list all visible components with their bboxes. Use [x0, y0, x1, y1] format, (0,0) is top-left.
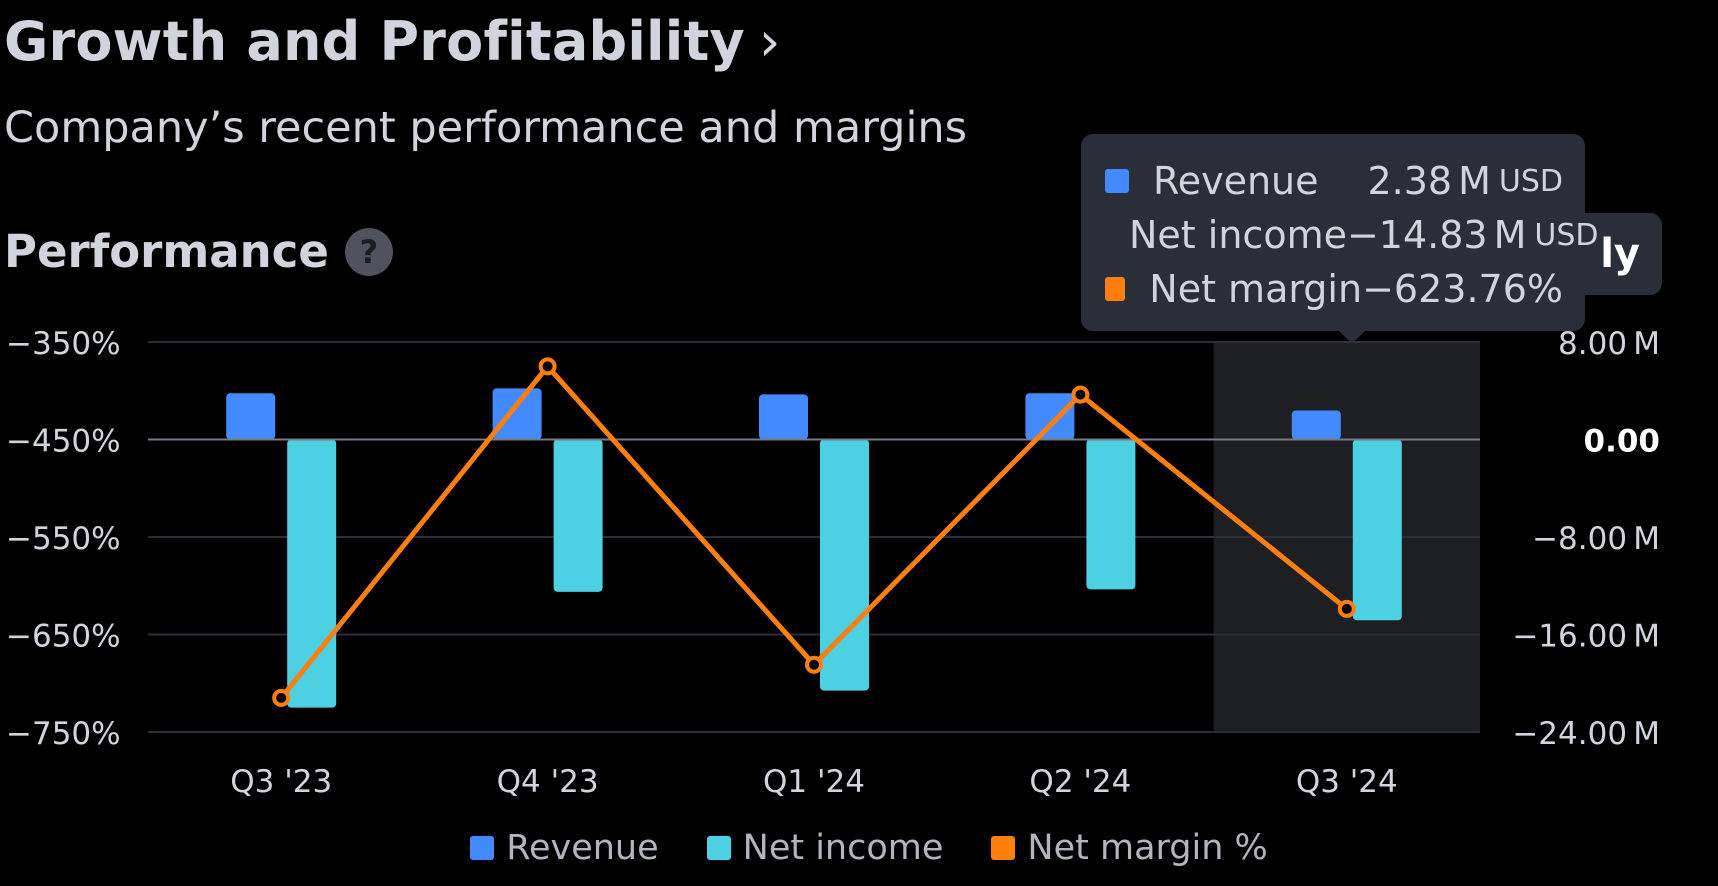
left-tick-label: −350% — [6, 326, 121, 362]
net-margin-swatch — [1105, 277, 1126, 301]
chart-legend: Revenue Net income Net margin % — [0, 828, 1718, 868]
tooltip-value: −623.76% — [1362, 267, 1563, 311]
x-tick-label: Q1 '24 — [763, 764, 865, 800]
net-income-swatch — [706, 836, 731, 860]
legend-item-net-income[interactable]: Net income — [706, 828, 944, 868]
right-tick-label: −8.00 M — [1532, 521, 1660, 557]
section-header: Performance ? — [4, 225, 393, 278]
net-margin-point — [1337, 599, 1356, 618]
chevron-right-icon: › — [758, 10, 781, 73]
net-margin-swatch — [991, 836, 1016, 860]
revenue-swatch — [470, 836, 495, 860]
revenue-swatch — [1105, 169, 1129, 193]
tooltip-value: 2.38 — [1367, 159, 1453, 203]
right-tick-label: 8.00 M — [1558, 326, 1660, 362]
help-icon[interactable]: ? — [344, 227, 393, 276]
net-income-bar — [1352, 439, 1402, 621]
legend-label: Net income — [742, 828, 944, 868]
title-link[interactable]: Growth and Profitability › — [4, 10, 781, 73]
x-tick-label: Q3 '23 — [230, 764, 332, 800]
tooltip-row-net-margin: Net margin −623.76% — [1105, 262, 1563, 316]
chart-tooltip: Revenue 2.38 M USD Net income −14.83 M U… — [1081, 134, 1599, 344]
net-income-bar — [287, 439, 337, 708]
page-title: Growth and Profitability — [4, 10, 745, 73]
right-tick-label: −24.00 M — [1512, 716, 1660, 752]
revenue-bar — [1291, 410, 1341, 440]
legend-label: Net margin % — [1027, 828, 1268, 868]
revenue-bar — [492, 388, 542, 440]
left-tick-label: −550% — [6, 521, 121, 557]
x-tick-label: Q2 '24 — [1029, 764, 1131, 800]
tooltip-label: Net income — [1129, 213, 1347, 257]
net-margin-point — [1071, 385, 1090, 404]
revenue-bar — [759, 394, 808, 440]
net-income-bar — [820, 439, 869, 691]
net-income-bar — [553, 439, 603, 592]
left-tick-label: −750% — [6, 716, 121, 752]
page-subtitle: Company’s recent performance and margins — [4, 103, 968, 153]
left-tick-label: −650% — [6, 619, 121, 655]
net-margin-line — [279, 363, 1349, 700]
net-margin-point — [538, 357, 557, 376]
x-tick-label: Q3 '24 — [1296, 764, 1398, 800]
right-tick-label: 0.00 — [1584, 424, 1661, 460]
tooltip-value-suffix: M — [1493, 213, 1527, 257]
net-income-bar — [1086, 439, 1136, 590]
tooltip-unit: USD — [1534, 217, 1599, 253]
revenue-bar — [226, 393, 276, 440]
net-margin-point — [805, 655, 823, 674]
net-margin-point — [272, 688, 291, 707]
legend-label: Revenue — [506, 828, 659, 868]
tooltip-value: −14.83 — [1346, 213, 1488, 257]
right-tick-label: −16.00 M — [1512, 619, 1660, 655]
tooltip-unit: USD — [1498, 163, 1563, 199]
section-title: Performance — [4, 225, 329, 278]
legend-item-revenue[interactable]: Revenue — [470, 828, 659, 868]
legend-item-net-margin[interactable]: Net margin % — [991, 828, 1268, 868]
left-tick-label: −450% — [6, 424, 121, 460]
tooltip-value-suffix: M — [1458, 159, 1491, 203]
x-tick-label: Q4 '23 — [497, 764, 599, 800]
revenue-bar — [1025, 393, 1075, 440]
tooltip-row-revenue: Revenue 2.38 M USD — [1105, 154, 1563, 208]
tooltip-label: Revenue — [1153, 159, 1319, 203]
tooltip-row-net-income: Net income −14.83 M USD — [1105, 208, 1599, 262]
tooltip-label: Net margin — [1149, 267, 1363, 311]
